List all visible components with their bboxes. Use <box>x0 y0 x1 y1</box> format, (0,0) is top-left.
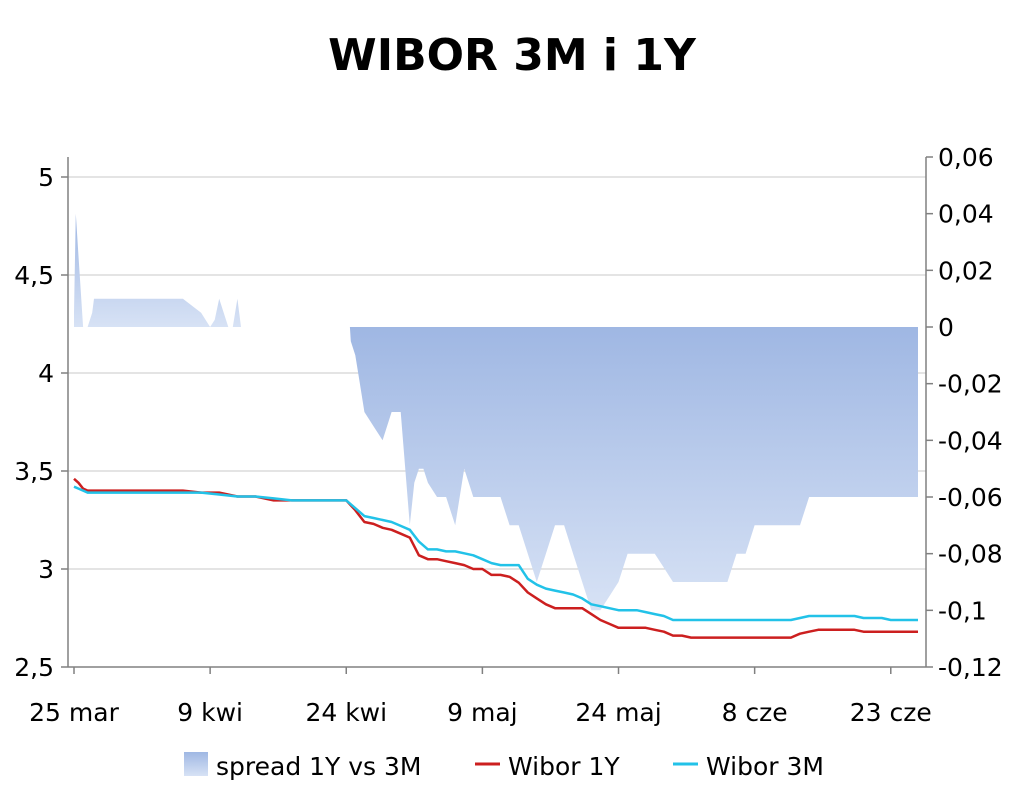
x-tick-label: 23 cze <box>850 698 932 727</box>
y-right-tick-label: 0,06 <box>938 143 994 172</box>
legend-label-wibor-1y: Wibor 1Y <box>508 752 620 781</box>
axes <box>61 156 933 674</box>
legend-swatch-spread <box>184 752 208 776</box>
x-tick-label: 24 maj <box>575 698 661 727</box>
legend-label-wibor-3m: Wibor 3M <box>706 752 824 781</box>
x-tick-label: 25 mar <box>29 698 119 727</box>
y-right-tick-label: -0,04 <box>938 426 1003 455</box>
x-tick-label: 8 cze <box>722 698 788 727</box>
chart-title: WIBOR 3M i 1Y <box>328 30 696 81</box>
spread-area-layer <box>74 213 918 611</box>
y-right-tick-label: -0,1 <box>938 596 987 625</box>
line-series-layer <box>73 477 918 639</box>
y-left-tick-label: 3 <box>38 555 54 584</box>
y-right-tick-label: 0 <box>938 313 954 342</box>
y-right-tick-label: 0,02 <box>938 256 994 285</box>
wibor-3m-line <box>73 485 918 622</box>
y-right-tick-label: -0,08 <box>938 540 1003 569</box>
legend-label-spread: spread 1Y vs 3M <box>216 752 422 781</box>
y-right-tick-label: 0,04 <box>938 200 994 229</box>
x-tick-label: 9 kwi <box>177 698 243 727</box>
y-left-tick-label: 4 <box>38 359 54 388</box>
y-left-tick-label: 2,5 <box>14 653 54 682</box>
spread-area <box>74 213 241 327</box>
y-left-tick-label: 5 <box>38 163 54 192</box>
y-right-tick-label: -0,02 <box>938 370 1003 399</box>
y-left-tick-label: 4,5 <box>14 261 54 290</box>
y-right-tick-label: -0,06 <box>938 483 1003 512</box>
y-left-tick-label: 3,5 <box>14 457 54 486</box>
spread-area <box>346 327 918 611</box>
legend: spread 1Y vs 3M Wibor 1Y Wibor 3M <box>184 752 824 781</box>
y-right-tick-label: -0,12 <box>938 653 1003 682</box>
x-tick-label: 9 maj <box>447 698 517 727</box>
tick-labels: 2,5 3 3,5 4 4,5 5 -0,12 -0,1 -0,08 -0,06 -0,04 -0,0… <box>14 143 1002 727</box>
x-tick-label: 24 kwi <box>305 698 387 727</box>
